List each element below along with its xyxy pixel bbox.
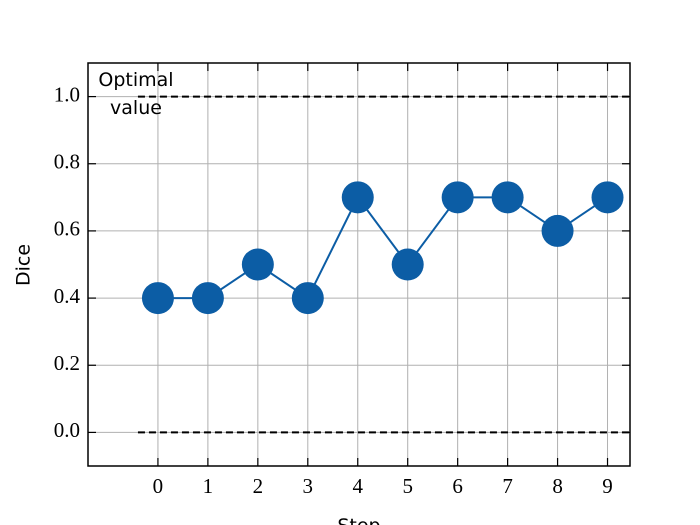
annotation: Optimal value	[98, 69, 174, 119]
y-tick-label: 0.2	[54, 351, 80, 375]
marker	[191, 282, 224, 315]
marker	[241, 248, 274, 281]
marker	[591, 181, 624, 214]
y-axis-label: Dice	[13, 244, 35, 286]
x-tick-label: 3	[303, 474, 314, 498]
x-tick-label: 6	[452, 474, 463, 498]
x-tick-label: 2	[253, 474, 264, 498]
y-tick-label: 1.0	[54, 82, 80, 106]
y-tick-label: 0.0	[54, 418, 80, 442]
marker	[141, 282, 174, 315]
marker	[491, 181, 524, 214]
marker	[541, 214, 574, 247]
x-axis-label: Step	[337, 515, 380, 525]
marker	[391, 248, 424, 281]
x-tick-label: 5	[402, 474, 413, 498]
plot-frame	[87, 62, 631, 467]
x-tick-label: 4	[353, 474, 364, 498]
marker	[291, 282, 324, 315]
marker	[341, 181, 374, 214]
x-tick-label: 9	[602, 474, 613, 498]
marker	[441, 181, 474, 214]
x-tick-label: 0	[153, 474, 164, 498]
y-tick-label: 0.8	[54, 150, 80, 174]
y-tick-label: 0.4	[54, 284, 81, 308]
x-tick-label: 1	[203, 474, 214, 498]
y-tick-label: 0.6	[54, 217, 80, 241]
x-tick-label: 7	[502, 474, 513, 498]
line	[157, 195, 609, 300]
x-tick-label: 8	[552, 474, 563, 498]
